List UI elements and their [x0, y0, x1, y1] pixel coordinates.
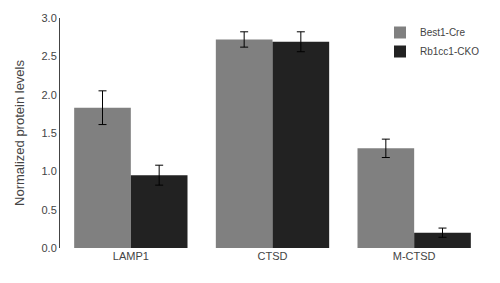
svg-text:CTSD: CTSD [258, 250, 288, 262]
svg-text:M-CTSD: M-CTSD [393, 250, 436, 262]
svg-text:3.0: 3.0 [42, 12, 57, 24]
svg-text:2.5: 2.5 [42, 50, 57, 62]
svg-text:0.5: 0.5 [42, 204, 57, 216]
svg-text:Normalized protein levels: Normalized protein levels [12, 60, 27, 206]
svg-text:LAMP1: LAMP1 [113, 250, 149, 262]
svg-text:Best1-Cre: Best1-Cre [420, 27, 465, 38]
svg-text:0.0: 0.0 [42, 242, 57, 254]
svg-text:1.0: 1.0 [42, 165, 57, 177]
svg-text:1.5: 1.5 [42, 127, 57, 139]
svg-text:2.0: 2.0 [42, 89, 57, 101]
svg-text:Rb1cc1-CKO: Rb1cc1-CKO [420, 46, 479, 57]
